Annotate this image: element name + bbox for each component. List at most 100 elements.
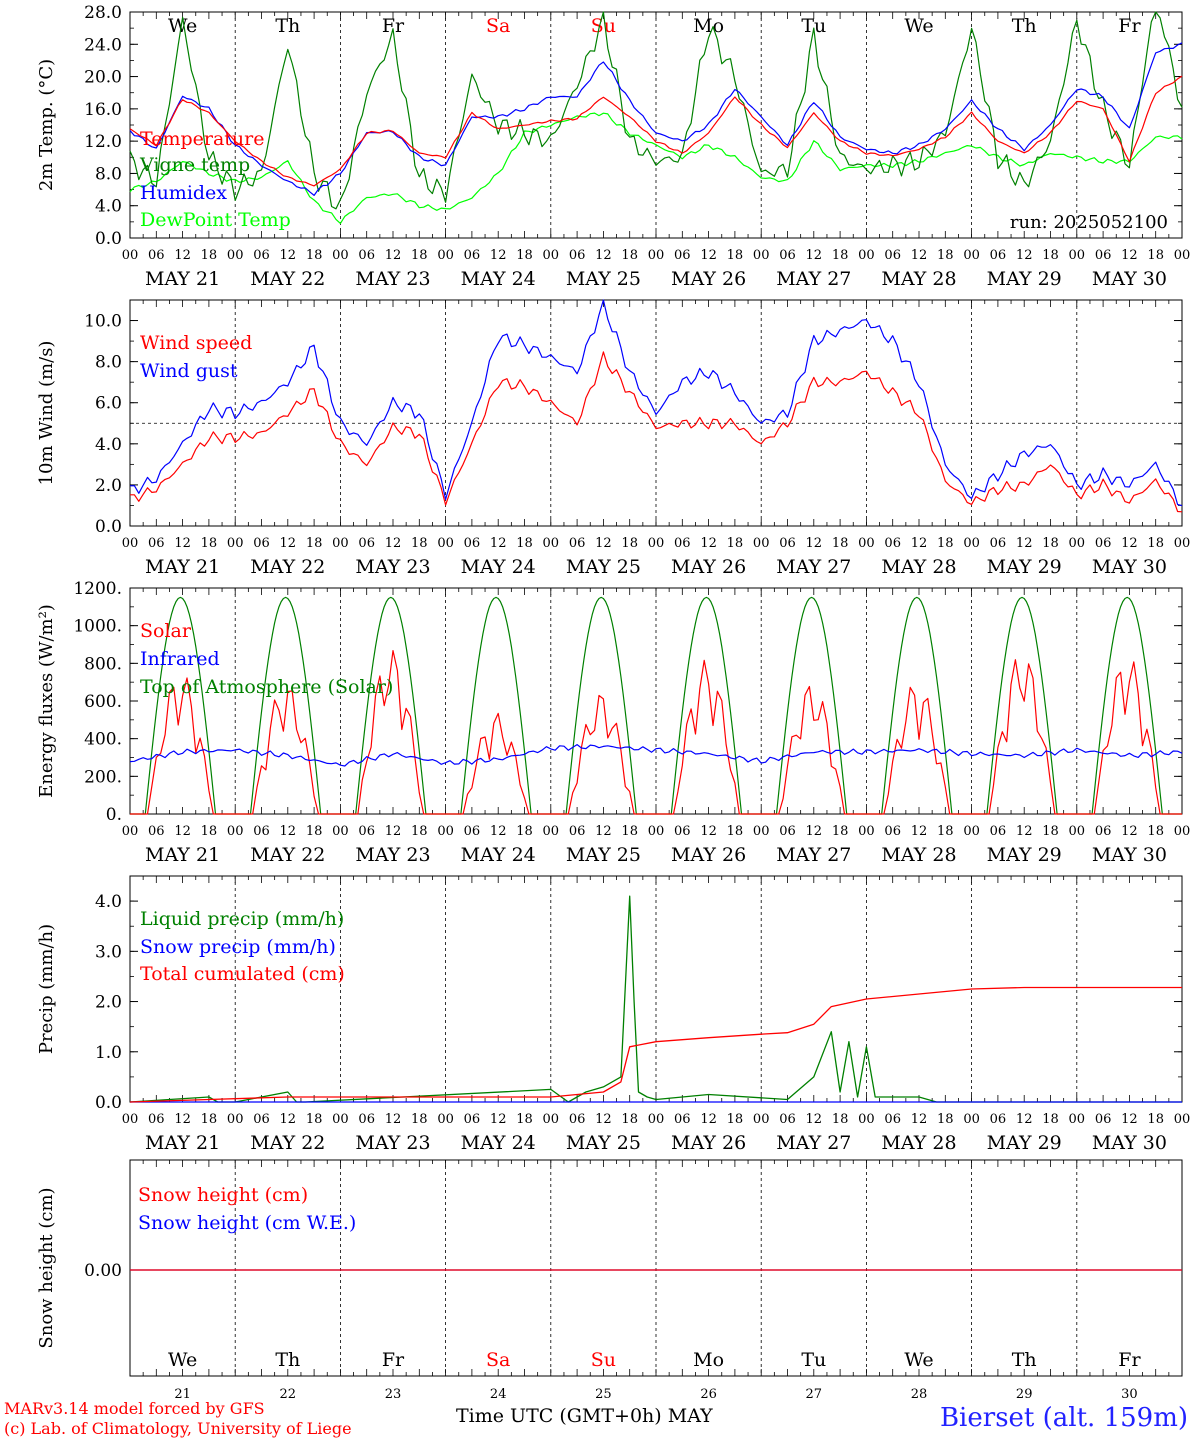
y-tick-label: 28.0	[84, 3, 122, 23]
date-label: MAY 30	[1092, 268, 1167, 290]
weekday-label: Sa	[486, 15, 510, 37]
hour-label: 00	[1174, 536, 1191, 551]
hour-label: 12	[385, 1112, 402, 1127]
date-label: MAY 23	[355, 268, 430, 290]
hour-label: 00	[1174, 1112, 1191, 1127]
legend-vigne-temp: Vigne temp	[139, 154, 250, 176]
hour-label: 00	[858, 536, 875, 551]
y-tick-label: 10.0	[84, 312, 122, 332]
date-label: MAY 21	[145, 844, 220, 866]
hour-label: 18	[411, 1112, 428, 1127]
date-label: MAY 30	[1092, 556, 1167, 578]
series-line-dewpoint-temp	[129, 112, 1183, 224]
date-label: MAY 21	[145, 268, 220, 290]
hour-label: 18	[727, 248, 744, 263]
hour-label: 06	[779, 824, 796, 839]
weekday-label: Fr	[1118, 15, 1141, 37]
hour-label: 00	[543, 248, 560, 263]
y-tick-label: 600.	[84, 692, 122, 712]
y-tick-label: 4.0	[95, 892, 122, 912]
y-tick-label: 0.0	[95, 229, 122, 249]
date-label: MAY 28	[881, 268, 956, 290]
date-label: MAY 29	[987, 1132, 1062, 1154]
hour-label: 00	[753, 536, 770, 551]
day-number: 24	[490, 1387, 507, 1402]
hour-label: 06	[990, 824, 1007, 839]
hour-label: 00	[753, 248, 770, 263]
hour-label: 00	[963, 1112, 980, 1127]
hour-label: 12	[1016, 248, 1033, 263]
hour-label: 18	[306, 1112, 323, 1127]
hour-label: 06	[148, 248, 165, 263]
hour-label: 06	[990, 248, 1007, 263]
hour-label: 00	[858, 248, 875, 263]
weekday-label: Sa	[486, 1349, 510, 1371]
y-tick-label: 8.0	[95, 353, 122, 373]
hour-label: 18	[727, 824, 744, 839]
weekday-label: Th	[275, 1349, 300, 1371]
hour-label: 12	[385, 824, 402, 839]
legend-liquid-precip: Liquid precip (mm/h)	[140, 908, 344, 930]
hour-label: 06	[464, 248, 481, 263]
hour-label: 12	[385, 536, 402, 551]
hour-label: 00	[122, 248, 139, 263]
hour-label: 12	[280, 1112, 297, 1127]
day-number: 27	[806, 1387, 823, 1402]
hour-label: 12	[700, 536, 717, 551]
hour-label: 00	[122, 536, 139, 551]
date-label: MAY 27	[776, 1132, 851, 1154]
hour-label: 06	[569, 824, 586, 839]
model-credit: MARv3.14 model forced by GFS	[4, 1399, 265, 1418]
series-line-temperature	[129, 75, 1183, 187]
date-label: MAY 28	[881, 1132, 956, 1154]
date-label: MAY 23	[355, 844, 430, 866]
hour-label: 06	[779, 248, 796, 263]
hour-label: 06	[569, 536, 586, 551]
hour-label: 12	[595, 1112, 612, 1127]
date-label: MAY 29	[987, 556, 1062, 578]
hour-label: 00	[1174, 248, 1191, 263]
y-tick-label: 0.0	[95, 517, 122, 537]
y-tick-label: 24.0	[84, 35, 122, 55]
day-number: 29	[1016, 1387, 1033, 1402]
date-label: MAY 21	[145, 1132, 220, 1154]
hour-label: 00	[753, 1112, 770, 1127]
legend-snow-height: Snow height (cm)	[138, 1184, 308, 1206]
hour-label: 12	[174, 248, 191, 263]
lab-credit: (c) Lab. of Climatology, University of L…	[4, 1419, 352, 1438]
hour-label: 18	[1147, 248, 1164, 263]
legend-dewpoint-temp: DewPoint Temp	[140, 209, 291, 231]
hour-label: 18	[1042, 536, 1059, 551]
hour-label: 06	[674, 824, 691, 839]
hour-label: 00	[332, 248, 349, 263]
hour-label: 18	[516, 248, 533, 263]
day-number: 21	[174, 1387, 191, 1402]
hour-label: 06	[148, 536, 165, 551]
date-label: MAY 22	[250, 556, 325, 578]
hour-label: 12	[700, 248, 717, 263]
legend-wind-gust: Wind gust	[140, 360, 238, 382]
hour-label: 00	[227, 248, 244, 263]
hour-label: 18	[1042, 824, 1059, 839]
run-annotation: run: 2025052100	[1010, 212, 1168, 233]
hour-label: 18	[306, 248, 323, 263]
date-label: MAY 29	[987, 844, 1062, 866]
hour-label: 12	[806, 248, 823, 263]
y-axis-label: Snow height (cm)	[36, 1187, 57, 1348]
hour-label: 18	[516, 536, 533, 551]
y-tick-label: 20.0	[84, 68, 122, 88]
date-label: MAY 29	[987, 268, 1062, 290]
hour-label: 06	[674, 1112, 691, 1127]
date-label: MAY 24	[461, 556, 536, 578]
date-label: MAY 26	[671, 556, 746, 578]
series-line-wind-gust	[129, 299, 1183, 507]
hour-label: 18	[937, 824, 954, 839]
hour-label: 00	[648, 248, 665, 263]
date-label: MAY 26	[671, 844, 746, 866]
hour-label: 18	[832, 824, 849, 839]
hour-label: 00	[227, 1112, 244, 1127]
hour-label: 12	[806, 536, 823, 551]
hour-label: 00	[963, 824, 980, 839]
hour-label: 06	[358, 824, 375, 839]
weekday-label: Fr	[1118, 1349, 1141, 1371]
